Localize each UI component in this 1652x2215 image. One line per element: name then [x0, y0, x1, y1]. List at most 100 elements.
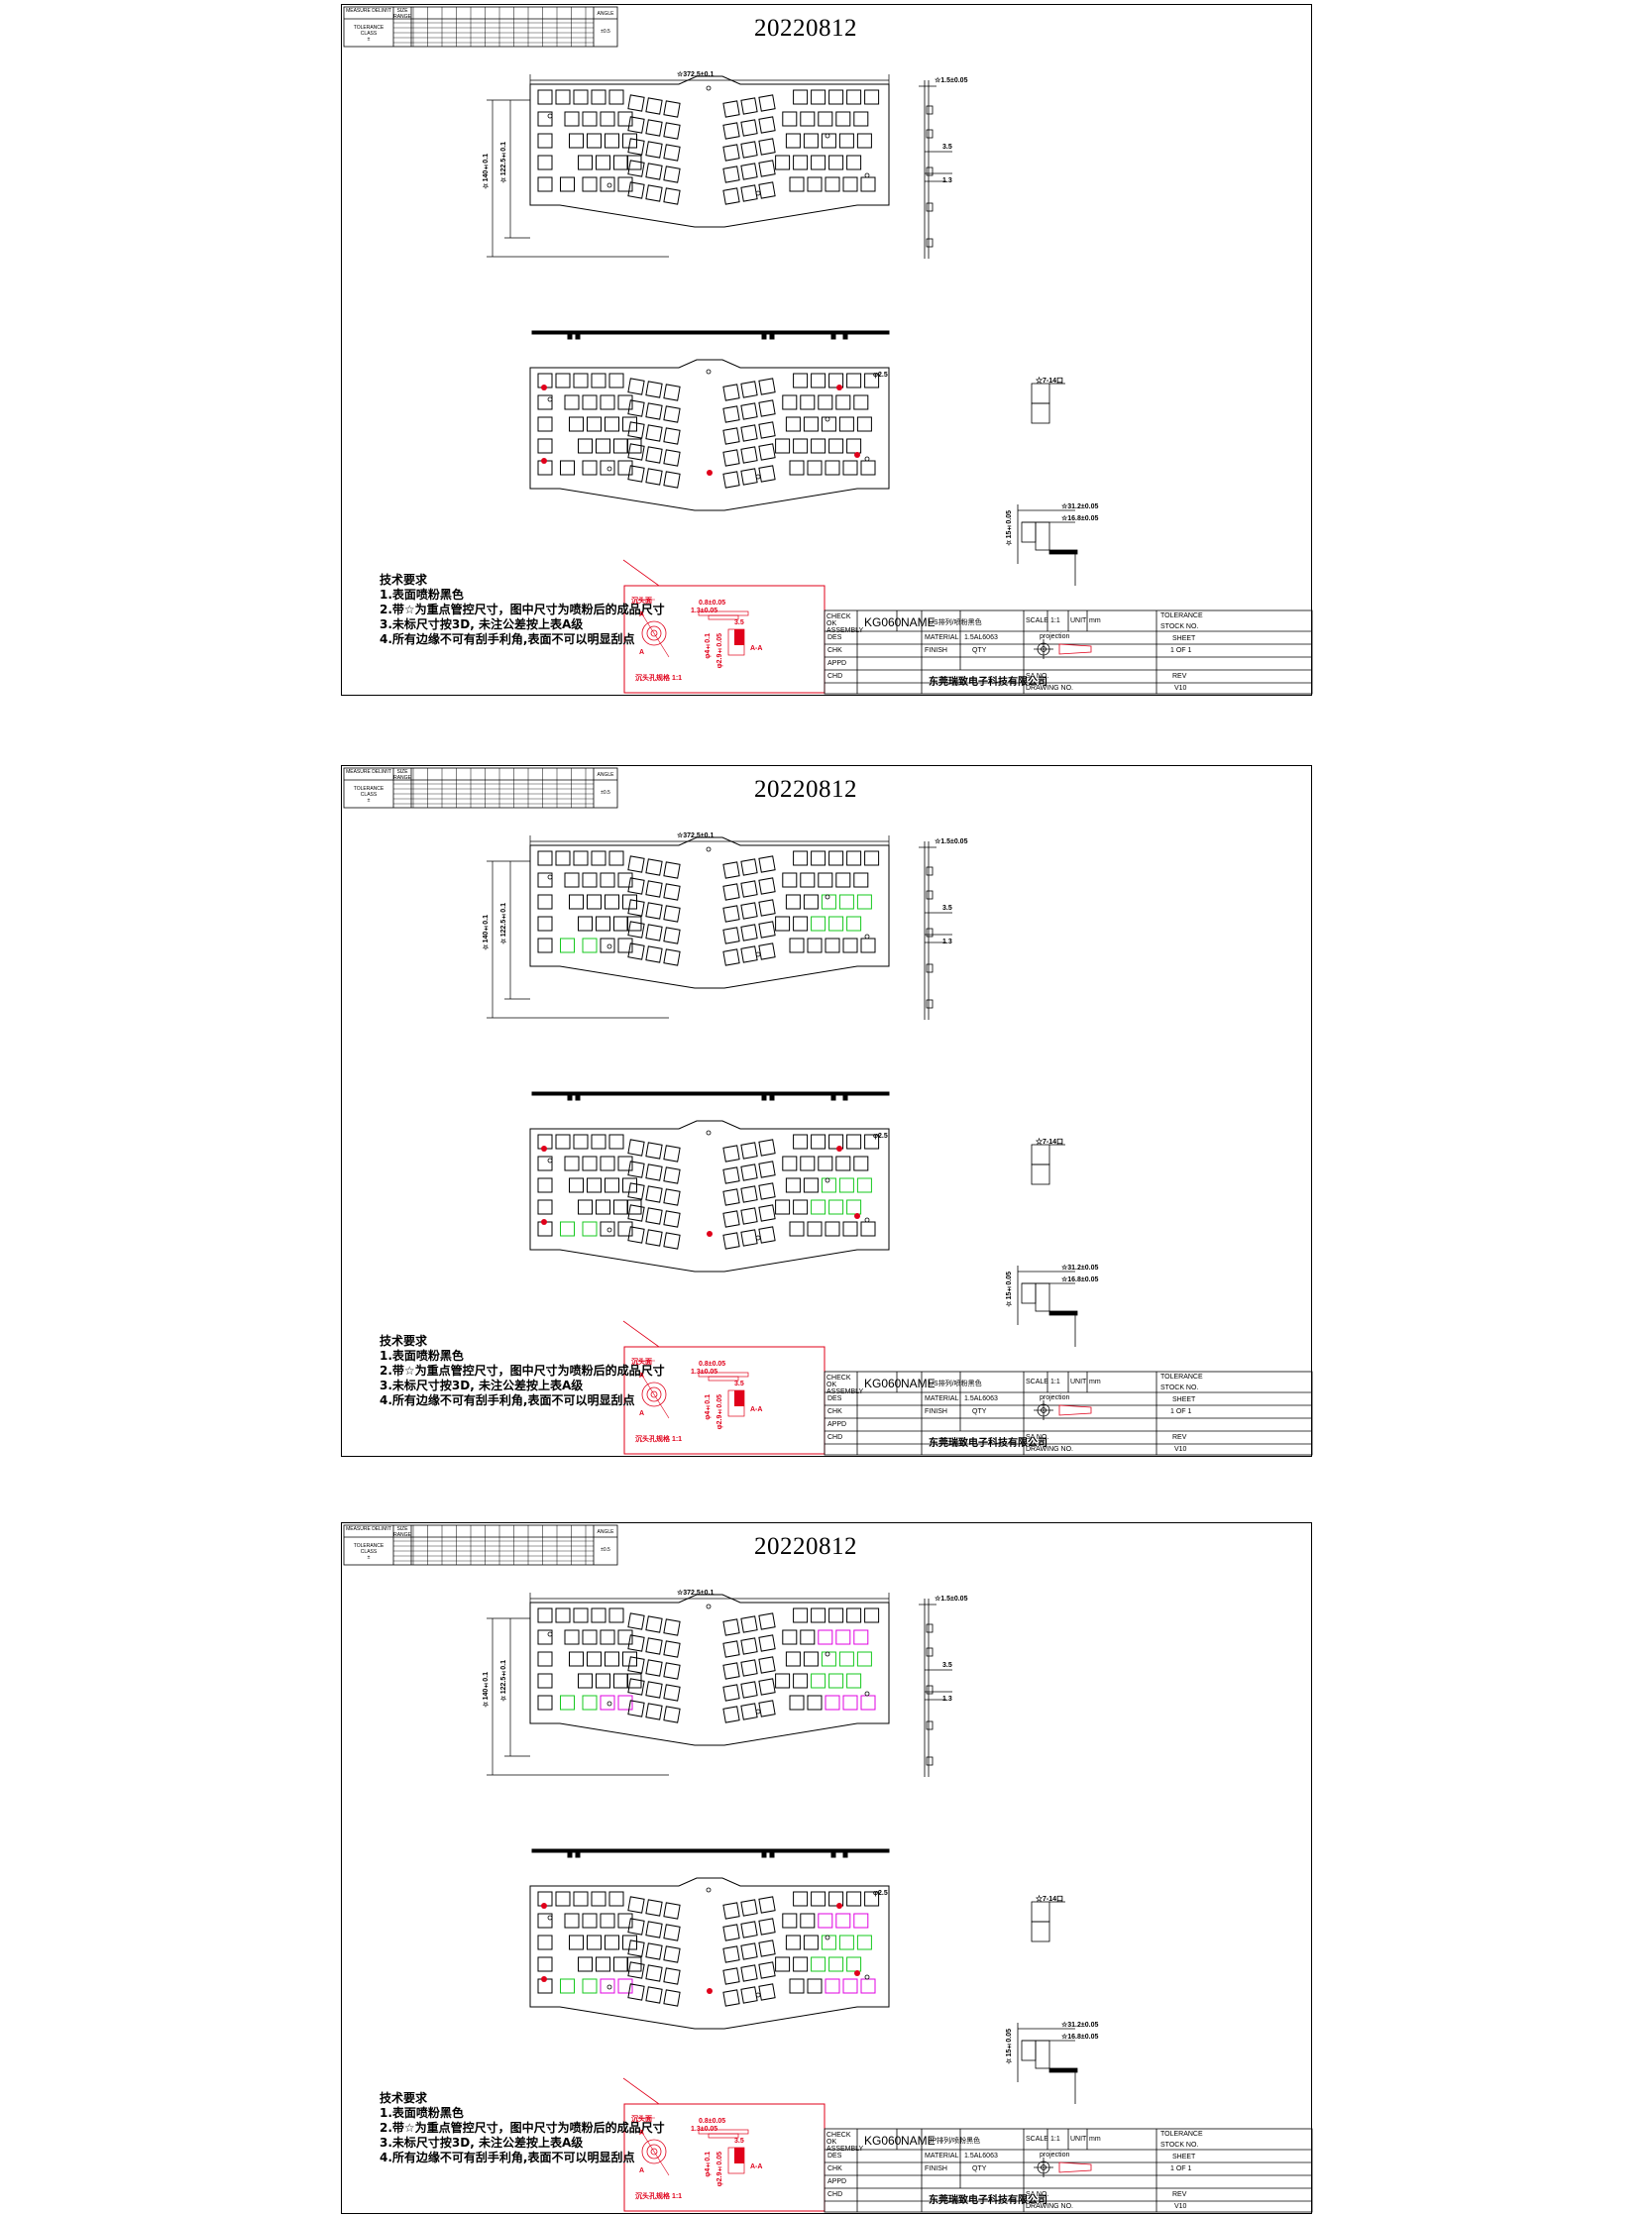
- tb-sheet-label: SHEET: [1172, 1396, 1196, 1403]
- switch-cutout-key: [560, 1221, 575, 1237]
- switch-cutout-key: [740, 184, 758, 202]
- note-item: 1.表面喷粉黑色: [380, 588, 464, 602]
- switch-cutout-key: [622, 416, 637, 432]
- switch-cutout-key: [821, 416, 836, 432]
- note-item: 1.表面喷粉黑色: [380, 2106, 464, 2120]
- switch-cutout-key: [569, 1651, 584, 1667]
- switch-cutout-key: [758, 899, 776, 917]
- switch-cutout-key: [645, 1142, 663, 1160]
- switch-cutout-key: [758, 877, 776, 895]
- tb-finish-label: FINISH: [925, 647, 947, 654]
- switch-cutout-key: [663, 1706, 681, 1723]
- tb-material-value: 1.5AL6063: [964, 1395, 998, 1402]
- switch-cutout-key: [600, 176, 615, 192]
- drawing-sheet-1: 20220812 MEASURE DELIMIT SIZE RANGE TOLE…: [341, 4, 1313, 696]
- switch-cutout-key: [758, 1204, 776, 1222]
- tb-stock: STOCK NO.: [1160, 623, 1199, 630]
- stab-width-dimension: ☆31.2±0.05: [1061, 503, 1099, 510]
- screw-hole: [825, 894, 830, 900]
- switch-cutout-key: [811, 373, 826, 388]
- screw-hole: [606, 466, 612, 472]
- screw-hole: [706, 1887, 712, 1893]
- switch-cutout-key: [587, 416, 602, 432]
- switch-cutout-key: [864, 89, 880, 105]
- tolerance-class-value: ±: [367, 1555, 371, 1561]
- switch-cutout-key: [627, 378, 645, 395]
- switch-cutout-key: [663, 948, 681, 966]
- switch-cutout-key: [803, 133, 819, 149]
- switch-cutout-key: [758, 1700, 776, 1717]
- tb-scale-label: SCALE: [1026, 1379, 1048, 1385]
- switch-cutout-key: [722, 1706, 740, 1723]
- switch-cutout-key: [722, 1188, 740, 1206]
- switch-cutout-key: [722, 187, 740, 205]
- switch-cutout-key: [782, 1156, 798, 1171]
- detail-label-b: 沉头面: [631, 2116, 652, 2123]
- switch-cutout-key: [645, 446, 663, 464]
- switch-cutout-key: [627, 181, 645, 199]
- switch-cutout-key: [608, 1891, 624, 1907]
- switch-cutout-key: [828, 850, 844, 866]
- plate-section-view: [919, 1599, 952, 1777]
- screw-hole: [825, 1651, 830, 1657]
- switch-cutout-key: [740, 1229, 758, 1247]
- switch-cutout-key: [758, 1612, 776, 1630]
- switch-cutout-key: [722, 1989, 740, 2007]
- screw-hole: [606, 182, 612, 188]
- switch-cutout-key: [627, 1612, 645, 1630]
- switch-cutout-key: [828, 916, 844, 932]
- switch-cutout-key: [811, 1607, 826, 1623]
- overall-height-dimension: ☆140±0.1: [483, 915, 490, 951]
- switch-cutout-key: [587, 894, 602, 910]
- switch-cutout-key: [663, 1924, 681, 1941]
- switch-cutout-key: [811, 1956, 826, 1972]
- switch-cutout-key: [846, 1673, 862, 1689]
- switch-cutout-key: [537, 872, 553, 888]
- screw-hole: [755, 190, 761, 196]
- tb-rev-value: V10: [1174, 1446, 1187, 1453]
- switch-cutout-detail: [1031, 1144, 1065, 1185]
- switch-cutout-key: [740, 1942, 758, 1960]
- tb-sa-label: SA NO.: [1026, 2191, 1049, 2198]
- switch-cutout-key: [842, 1695, 858, 1711]
- tolerance-angle-value: ±0.5: [601, 29, 610, 35]
- switch-cutout-key: [782, 872, 798, 888]
- switch-cutout-key: [608, 373, 624, 388]
- detail-section-label: A-A: [750, 1406, 763, 1413]
- switch-cutout-key: [573, 1607, 589, 1623]
- switch-cutout-key: [560, 1695, 575, 1711]
- switch-cutout-key: [608, 850, 624, 866]
- switch-cutout-key: [537, 394, 553, 410]
- stab-inner-dimension: ☆16.8±0.05: [1061, 2034, 1099, 2041]
- switch-cutout-key: [578, 155, 593, 170]
- switch-cutout-key: [587, 1651, 602, 1667]
- tb-unit-label: UNIT: [1070, 617, 1087, 624]
- switch-cutout-key: [800, 1913, 816, 1929]
- switch-cutout-key: [856, 1651, 872, 1667]
- switch-cutout-key: [793, 438, 809, 454]
- switch-cutout-key: [789, 460, 805, 476]
- switch-cutout-key: [846, 1199, 862, 1215]
- switch-cutout-key: [645, 1615, 663, 1633]
- switch-cutout-key: [740, 1142, 758, 1160]
- switch-cutout-key: [600, 1629, 615, 1645]
- switch-cutout-key: [573, 1134, 589, 1150]
- switch-cutout-key: [564, 872, 580, 888]
- switch-cutout-key: [582, 1695, 598, 1711]
- switch-cutout-key: [645, 1703, 663, 1720]
- plate-top-view: [529, 75, 890, 228]
- switch-cutout-key: [645, 924, 663, 941]
- switch-cutout-key: [722, 1967, 740, 1985]
- switch-cutout-key: [758, 181, 776, 199]
- mounting-hole-marker: [854, 452, 860, 458]
- stabilizer-section-detail: [1017, 2023, 1078, 2104]
- stab-width-dimension: ☆31.2±0.05: [1061, 2022, 1099, 2029]
- switch-cutout-key: [722, 384, 740, 401]
- switch-cutout-key: [722, 905, 740, 923]
- switch-cutout-key: [835, 111, 851, 127]
- drawing-date: 20220812: [754, 15, 857, 42]
- tb-drawing-label: DRAWING NO.: [1026, 685, 1073, 692]
- switch-cutout-key: [821, 894, 836, 910]
- switch-cutout-key: [622, 1935, 637, 1950]
- plate-outline: [529, 75, 890, 228]
